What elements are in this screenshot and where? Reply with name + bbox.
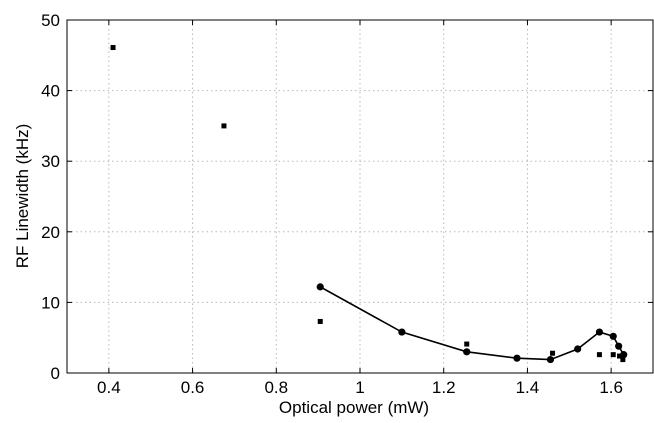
square-marker: [617, 353, 623, 359]
y-tick-labels: 0 10 20 30 40 50: [41, 11, 60, 383]
circle-marker: [513, 354, 521, 362]
y-tick-label: 40: [41, 82, 60, 101]
x-tick-label: 0.6: [181, 378, 205, 397]
circle-marker: [398, 328, 406, 336]
x-tick-labels: 0.4 0.6 0.8 1 1.2 1.4 1.6: [97, 378, 623, 397]
y-tick-label: 10: [41, 293, 60, 312]
y-tick-label: 50: [41, 11, 60, 30]
x-tick-label: 1.6: [599, 378, 623, 397]
circle-marker: [620, 351, 628, 359]
square-marker: [610, 352, 616, 358]
circle-marker: [615, 342, 623, 350]
x-tick-label: 1.2: [432, 378, 456, 397]
square-marker: [221, 123, 227, 129]
square-marker: [464, 341, 470, 347]
series-line: [319, 286, 625, 361]
axis-ticks: [67, 19, 653, 374]
circle-marker: [574, 345, 582, 353]
y-tick-label: 30: [41, 152, 60, 171]
x-axis-title: Optical power (mW): [279, 398, 429, 417]
circle-marker: [316, 283, 324, 291]
data-series: [110, 45, 628, 364]
square-marker: [596, 352, 602, 358]
grid: [67, 19, 653, 374]
circle-marker: [463, 348, 471, 356]
x-tick-label: 1.4: [516, 378, 540, 397]
circle-marker: [609, 332, 617, 340]
square-marker: [110, 45, 116, 51]
square-marker: [620, 357, 626, 363]
square-marker: [317, 318, 323, 324]
y-axis-title: RF Linewidth (kHz): [13, 124, 32, 269]
circle-marker: [595, 328, 604, 336]
x-tick-label: 0.8: [264, 378, 288, 397]
x-tick-label: 1: [355, 378, 364, 397]
square-marker: [550, 350, 556, 356]
y-tick-label: 20: [41, 223, 60, 242]
x-tick-label: 0.4: [97, 378, 121, 397]
circle-marker: [546, 355, 555, 364]
y-tick-label: 0: [51, 364, 60, 383]
